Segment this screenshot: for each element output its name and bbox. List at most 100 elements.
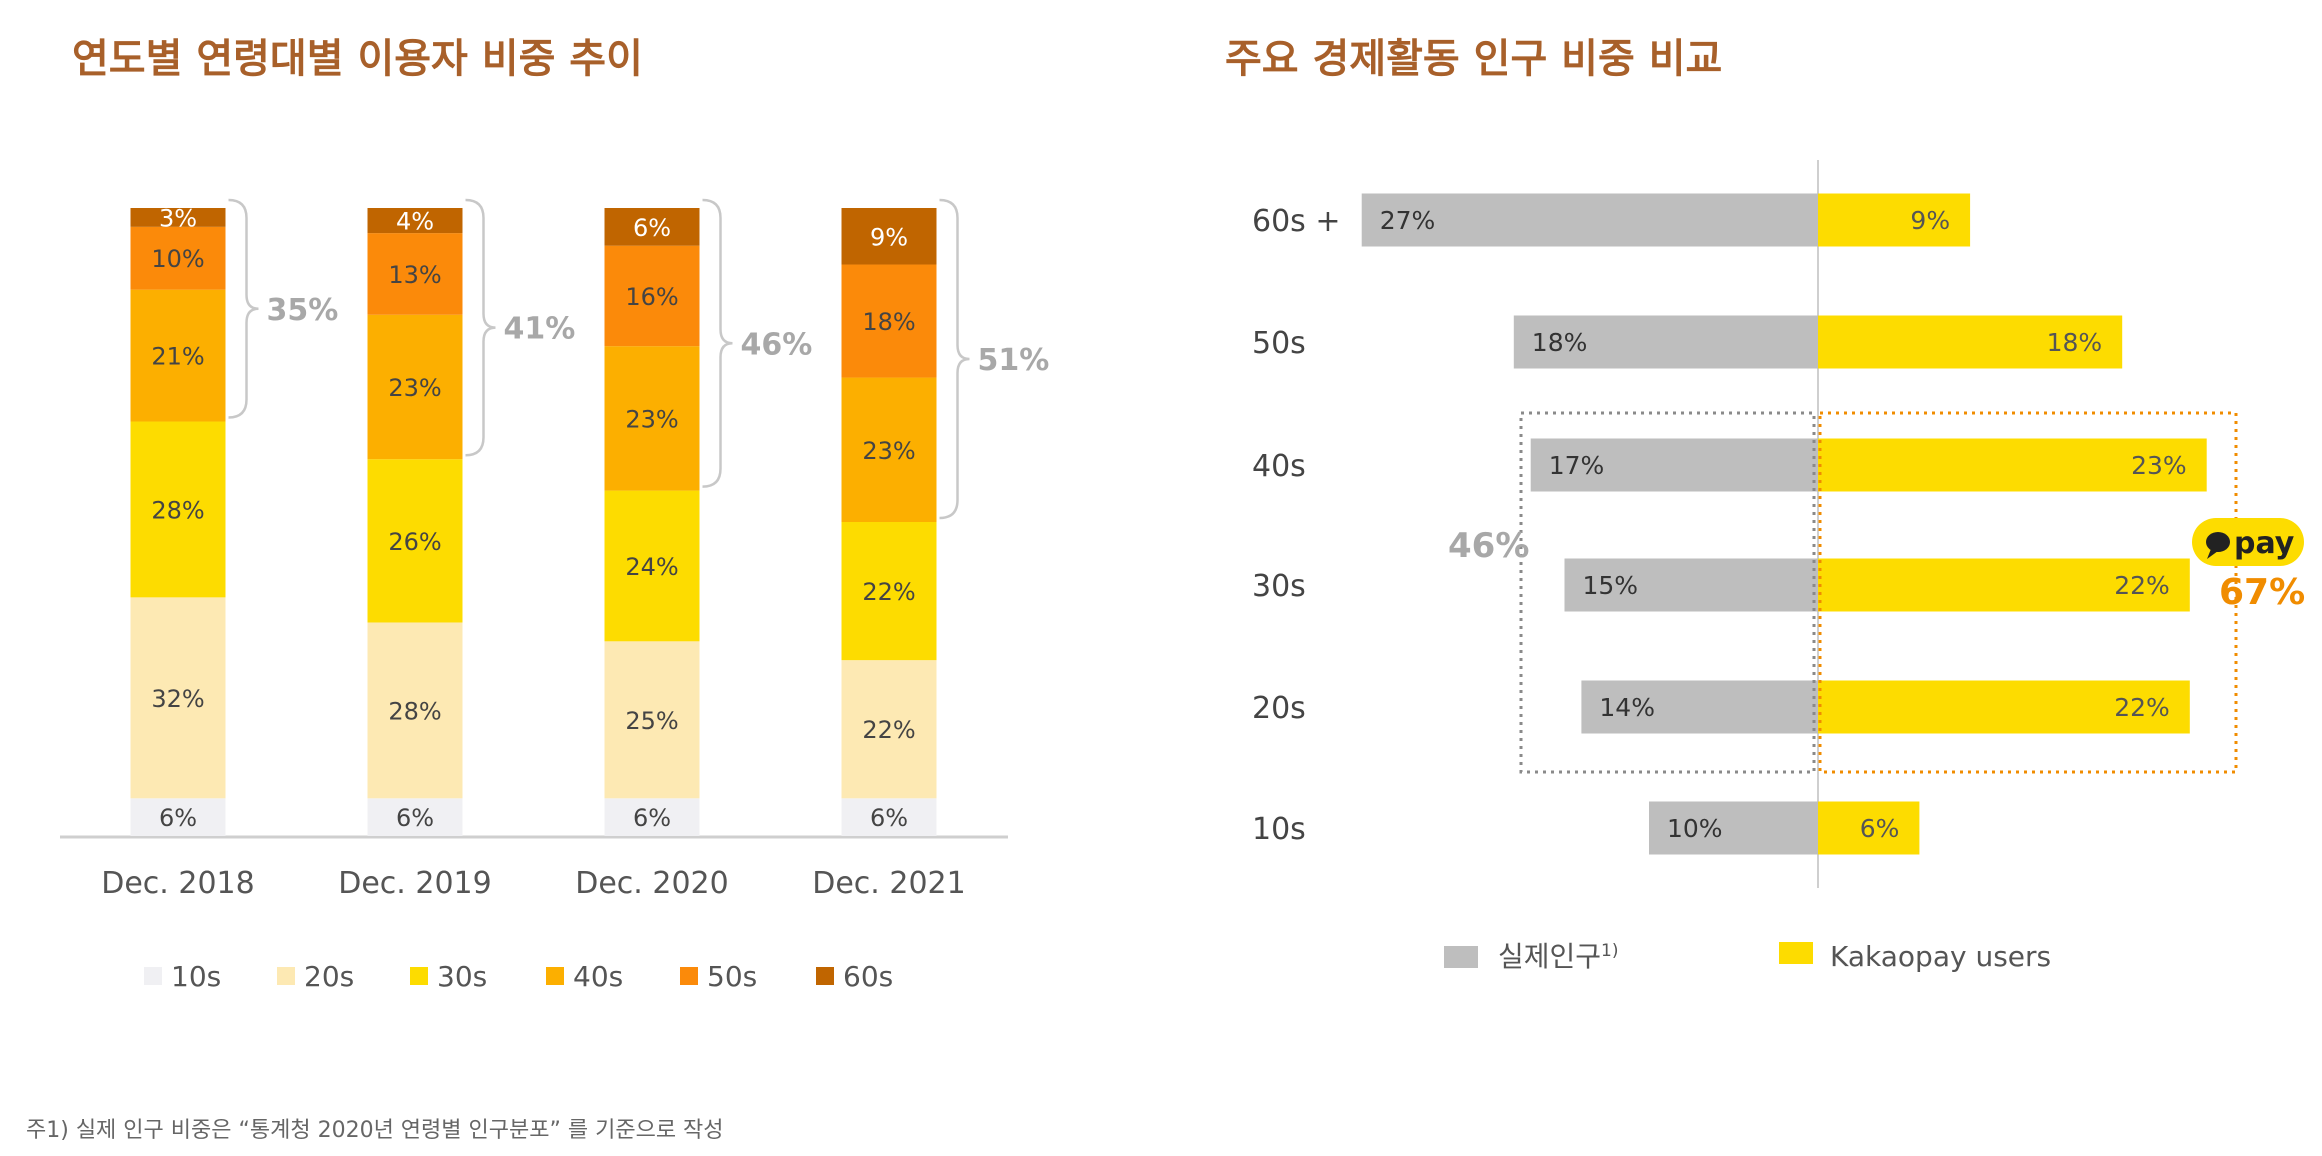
- kakaopay-bar: [1818, 801, 1920, 855]
- segment-label-40s-4: 23%: [862, 437, 915, 465]
- legend-label-10s: 10s: [171, 960, 221, 993]
- kakaopay-value-label: 22%: [2114, 693, 2170, 722]
- segment-label-50s-4: 18%: [862, 308, 915, 336]
- legend-label-20s: 20s: [304, 960, 354, 993]
- population-value-label: 10%: [1667, 814, 1723, 843]
- legend-swatch-40s: [546, 967, 564, 985]
- segment-label-20s-4: 22%: [862, 716, 915, 744]
- legend-label-30s: 30s: [437, 960, 487, 993]
- segment-label-60s-3: 6%: [633, 214, 671, 242]
- brace: [465, 198, 496, 457]
- kakaopay-total-label: 67%: [2219, 572, 2305, 613]
- x-tick-label: Dec. 2020: [575, 866, 728, 901]
- segment-label-50s-2: 13%: [388, 261, 441, 289]
- brace-total-label: 41%: [504, 312, 576, 347]
- age-group-label: 60s +: [1252, 204, 1340, 239]
- legend-label-50s: 50s: [707, 960, 757, 993]
- segment-label-20s-2: 28%: [388, 697, 441, 725]
- segment-label-40s-1: 21%: [151, 343, 204, 371]
- brace-total-label: 35%: [267, 293, 339, 328]
- kakaopay-value-label: 18%: [2047, 328, 2103, 357]
- age-group-label: 10s: [1252, 812, 1306, 847]
- population-total-label: 46%: [1448, 526, 1529, 566]
- bar-segment-60s-4: [841, 208, 937, 265]
- segment-label-20s-1: 32%: [151, 685, 204, 713]
- age-group-label: 20s: [1252, 691, 1306, 726]
- population-value-label: 27%: [1380, 206, 1436, 235]
- kakaopay-bar: [1818, 315, 2123, 369]
- age-group-label: 50s: [1252, 326, 1306, 361]
- kakaopay-value-label: 22%: [2114, 571, 2170, 600]
- population-bar: [1649, 801, 1818, 855]
- segment-label-10s-1: 6%: [159, 804, 197, 832]
- pay-badge: [2192, 518, 2304, 566]
- legend-label-60s: 60s: [843, 960, 893, 993]
- footnote: 주1) 실제 인구 비중은 “통계청 2020년 연령별 인구분포” 를 기준으…: [26, 1118, 724, 1143]
- brace: [702, 198, 733, 488]
- segment-label-50s-3: 16%: [625, 283, 678, 311]
- population-value-label: 17%: [1549, 451, 1605, 480]
- kakaopay-value-label: 6%: [1860, 814, 1900, 843]
- segment-label-60s-2: 4%: [396, 208, 434, 236]
- population-value-label: 14%: [1599, 693, 1655, 722]
- segment-label-30s-2: 26%: [388, 528, 441, 556]
- segment-label-60s-4: 9%: [870, 223, 908, 251]
- right-chart-title: 주요 경제활동 인구 비중 비교: [1225, 36, 1723, 82]
- kakaopay-bar: [1818, 680, 2190, 734]
- bar-segment-60s-3: [604, 208, 700, 246]
- kakaopay-bar: [1818, 438, 2207, 492]
- speech-bubble-icon: [2206, 532, 2230, 552]
- segment-label-30s-3: 24%: [625, 553, 678, 581]
- legend-swatch-20s: [277, 967, 295, 985]
- bar-segment-50s-3: [604, 245, 700, 347]
- bar-segment-20s-1: [130, 597, 226, 799]
- bar-segment-20s-2: [367, 622, 463, 799]
- legend-swatch-population: [1444, 946, 1478, 968]
- bar-segment-40s-4: [841, 377, 937, 522]
- brace-total-label: 51%: [978, 343, 1050, 378]
- legend-label-population: 실제인구1): [1498, 940, 1619, 973]
- pay-badge-label: pay: [2234, 526, 2295, 561]
- speech-bubble-tail-icon: [2207, 549, 2218, 559]
- segment-label-10s-2: 6%: [396, 804, 434, 832]
- bar-segment-10s-4: [841, 798, 937, 836]
- age-group-label: 30s: [1252, 569, 1306, 604]
- population-bar: [1564, 558, 1818, 612]
- age-group-label: 40s: [1252, 449, 1306, 484]
- population-value-label: 18%: [1532, 328, 1588, 357]
- brace-total-label: 46%: [741, 327, 813, 362]
- bar-segment-10s-1: [130, 798, 226, 836]
- x-tick-label: Dec. 2018: [101, 866, 254, 901]
- population-bar: [1513, 315, 1818, 369]
- footnote-mark: 1): [1601, 941, 1618, 961]
- brace: [939, 198, 970, 520]
- population-bar: [1361, 193, 1818, 247]
- population-highlight-box: [1519, 411, 1816, 774]
- brace: [228, 198, 259, 419]
- bar-segment-30s-4: [841, 522, 937, 661]
- x-tick-label: Dec. 2021: [812, 866, 965, 901]
- kakaopay-bar: [1818, 558, 2190, 612]
- bar-segment-60s-1: [130, 208, 226, 227]
- kakaopay-bar: [1818, 193, 1971, 247]
- bar-segment-10s-3: [604, 798, 700, 836]
- segment-label-10s-3: 6%: [633, 804, 671, 832]
- legend-label-kakaopay: Kakaopay users: [1830, 940, 2051, 973]
- segment-label-60s-1: 3%: [159, 204, 197, 232]
- bar-segment-30s-3: [604, 490, 700, 642]
- segment-label-20s-3: 25%: [625, 707, 678, 735]
- bar-segment-30s-1: [130, 421, 226, 598]
- segment-label-10s-4: 6%: [870, 804, 908, 832]
- legend-swatch-60s: [816, 967, 834, 985]
- kakaopay-value-label: 9%: [1910, 206, 1950, 235]
- segment-label-30s-1: 28%: [151, 496, 204, 524]
- x-tick-label: Dec. 2019: [338, 866, 491, 901]
- legend-swatch-10s: [144, 967, 162, 985]
- bar-segment-20s-3: [604, 641, 700, 799]
- bar-segment-30s-2: [367, 459, 463, 623]
- segment-label-30s-4: 22%: [862, 578, 915, 606]
- legend-swatch-30s: [410, 967, 428, 985]
- legend-swatch-kakaopay: [1779, 942, 1813, 964]
- legend-swatch-50s: [680, 967, 698, 985]
